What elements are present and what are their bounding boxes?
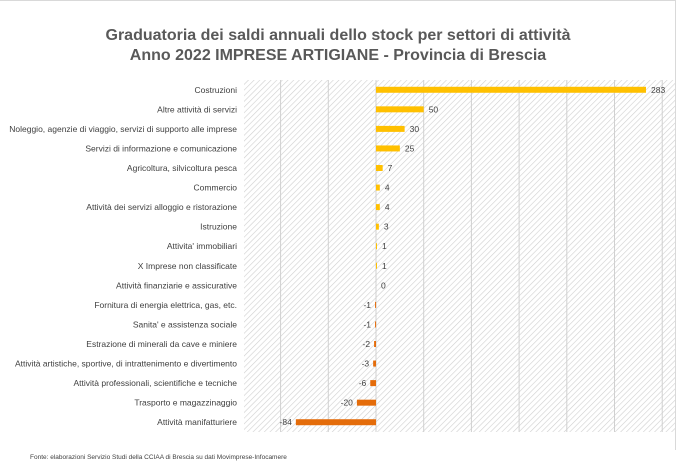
category-label: X Imprese non classificate bbox=[138, 261, 237, 271]
data-label: 25 bbox=[405, 143, 415, 153]
data-label: 50 bbox=[429, 104, 439, 114]
bar bbox=[356, 399, 376, 406]
category-label: Fornitura di energia elettrica, gas, etc… bbox=[94, 300, 237, 310]
bar bbox=[376, 262, 377, 269]
category-label: Agricoltura, silvicoltura pesca bbox=[127, 163, 237, 173]
category-label: Attività dei servizi alloggio e ristoraz… bbox=[86, 202, 237, 212]
data-label: -1 bbox=[363, 300, 371, 310]
category-label: Costruzioni bbox=[194, 85, 237, 95]
category-label: Trasporto e magazzinaggio bbox=[134, 398, 237, 408]
category-label: Attività finanziarie e assicurative bbox=[116, 280, 237, 290]
data-label: -2 bbox=[363, 339, 371, 349]
data-label: -84 bbox=[280, 417, 293, 427]
bar bbox=[376, 204, 380, 211]
data-label: 1 bbox=[382, 241, 387, 251]
chart-subtitle: Anno 2022 IMPRESE ARTIGIANE - Provincia … bbox=[129, 47, 547, 64]
plot-area bbox=[244, 80, 675, 432]
data-label: 283 bbox=[651, 85, 665, 95]
category-label: Attivita' immobiliari bbox=[167, 241, 237, 251]
bar bbox=[374, 341, 376, 347]
category-label: Altre attività di servizi bbox=[157, 104, 237, 114]
bar bbox=[373, 360, 376, 367]
data-label: -1 bbox=[363, 319, 371, 329]
category-label: Sanita' e assistenza sociale bbox=[133, 319, 237, 329]
data-labels: 283 50 30 25 7 4 4 3 1 1 0 -1 -1 -2 -3 -6 -20 -84 bbox=[280, 85, 666, 427]
bar bbox=[370, 380, 376, 387]
category-label: Estrazione di minerali da cave e miniere bbox=[86, 339, 237, 349]
data-label: 4 bbox=[385, 202, 390, 212]
category-label: Attività manifatturiere bbox=[157, 417, 237, 427]
category-label: Istruzione bbox=[200, 222, 237, 232]
data-label: 4 bbox=[385, 183, 390, 193]
category-label: Servizi di informazione e comunicazione bbox=[85, 143, 237, 153]
data-label: -3 bbox=[362, 359, 370, 369]
category-label: Commercio bbox=[194, 183, 238, 193]
bar bbox=[295, 419, 376, 426]
data-label: -6 bbox=[359, 378, 367, 388]
category-label: Attività professionali, scientifiche e t… bbox=[74, 378, 238, 388]
data-label: -20 bbox=[341, 398, 354, 408]
data-label: 30 bbox=[410, 124, 420, 134]
data-label: 0 bbox=[381, 280, 386, 290]
bar bbox=[376, 243, 377, 250]
bar bbox=[376, 223, 379, 230]
data-label: 3 bbox=[384, 222, 389, 232]
category-label: Attività artistiche, sportive, di intrat… bbox=[15, 359, 237, 369]
bar bbox=[375, 321, 377, 328]
bar bbox=[376, 125, 405, 132]
bar bbox=[376, 184, 380, 191]
gridlines bbox=[280, 80, 663, 432]
bar-chart: Costruzioni Altre attività di servizi Nole… bbox=[9, 80, 675, 432]
bar bbox=[375, 301, 377, 308]
chart-title: Graduatoria dei saldi annuali dello stoc… bbox=[105, 27, 571, 44]
bar bbox=[376, 86, 646, 93]
category-label: Noleggio, agenzie di viaggio, servizi di… bbox=[9, 124, 237, 134]
category-labels: Costruzioni Altre attività di servizi Nole… bbox=[9, 85, 237, 427]
bars bbox=[295, 86, 646, 426]
source-note: Fonte: elaborazioni Servizio Studi della… bbox=[30, 454, 287, 461]
data-label: 7 bbox=[388, 163, 393, 173]
bar bbox=[376, 165, 383, 171]
bar bbox=[376, 145, 400, 152]
bar bbox=[376, 106, 424, 113]
data-label: 1 bbox=[382, 261, 387, 271]
